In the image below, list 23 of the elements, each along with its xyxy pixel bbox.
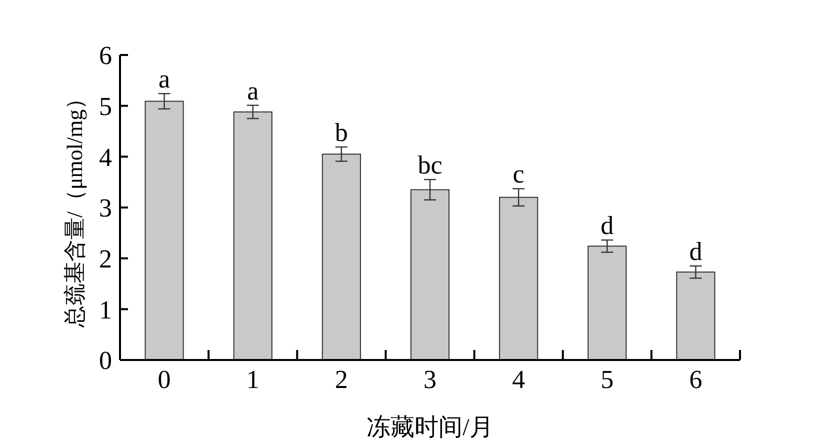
x-tick-label: 2 — [334, 365, 348, 394]
y-tick-label: 6 — [99, 41, 112, 70]
y-tick-label: 0 — [99, 346, 112, 376]
x-tick-label: 0 — [158, 365, 171, 394]
y-tick-label: 4 — [99, 142, 112, 172]
y-tick-label: 2 — [99, 244, 112, 274]
y-tick-label: 1 — [99, 295, 112, 324]
x-tick-label: 3 — [424, 365, 436, 394]
annotation: a — [158, 64, 171, 94]
y-tick-label: 5 — [99, 92, 112, 121]
y-axis-title: 总巯基含量/（μmol/mg） — [62, 87, 87, 329]
annotation: d — [600, 211, 614, 240]
annotation: d — [689, 236, 702, 266]
x-tick-label: 1 — [246, 365, 260, 394]
x-tick-label: 5 — [600, 365, 614, 394]
x-tick-label: 4 — [512, 365, 526, 394]
x-tick-label: 6 — [689, 365, 702, 394]
annotation: c — [512, 160, 524, 189]
annotation: b — [334, 118, 348, 148]
x-axis-title: 冻藏时间/月 — [366, 414, 494, 441]
y-tick-label: 3 — [99, 194, 112, 223]
annotation: bc — [418, 150, 442, 180]
annotation: a — [247, 76, 260, 106]
